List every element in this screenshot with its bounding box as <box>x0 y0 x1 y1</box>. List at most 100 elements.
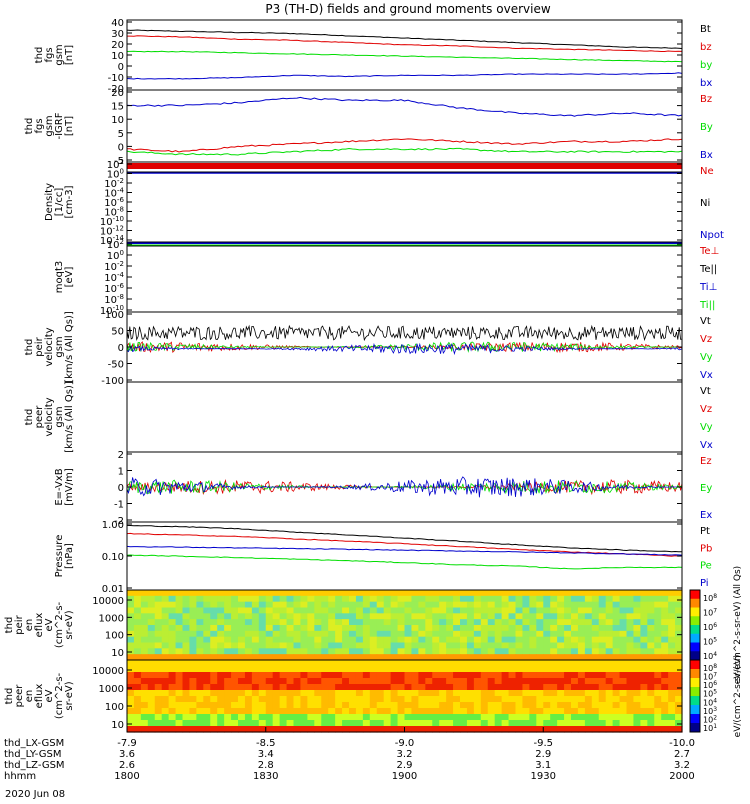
heatmap-cell <box>432 684 440 691</box>
heatmap-cell <box>425 630 433 638</box>
heatmap-cell <box>411 619 419 626</box>
heatmap-cell <box>633 726 641 733</box>
heatmap-cell <box>543 720 551 727</box>
heatmap-cell <box>258 726 267 733</box>
heatmap-cell <box>494 702 503 709</box>
heatmap-cell <box>189 708 197 715</box>
heatmap-cell <box>550 726 558 733</box>
heatmap-cell <box>349 690 357 697</box>
y-tick-label: 5 <box>118 129 124 140</box>
heatmap-cell <box>376 702 385 709</box>
heatmap-cell <box>272 619 281 626</box>
heatmap-cell <box>342 595 350 603</box>
heatmap-cell <box>161 590 170 597</box>
heatmap-cell <box>550 613 558 620</box>
heatmap-cell <box>647 607 655 614</box>
heatmap-cell <box>543 636 551 644</box>
heatmap-cell <box>175 678 184 685</box>
heatmap-cell <box>147 607 156 614</box>
heatmap-cell <box>328 636 336 644</box>
y-tick-label: 10-6 <box>104 282 124 295</box>
heatmap-cell <box>619 625 628 632</box>
x-tick-label: 1830 <box>253 771 278 782</box>
heatmap-cell <box>480 613 489 620</box>
heatmap-cell <box>210 619 218 626</box>
heatmap-cell <box>446 595 454 603</box>
heatmap-cell <box>127 619 135 626</box>
heatmap-cell <box>598 607 607 614</box>
heatmap-cell <box>251 601 260 609</box>
heatmap-cell <box>466 696 475 703</box>
heatmap-cell <box>355 625 364 632</box>
heatmap-cell <box>224 666 232 673</box>
heatmap-cell <box>550 714 558 721</box>
heatmap-cell <box>203 666 211 673</box>
heatmap-cell <box>432 666 440 673</box>
legend-by: by <box>700 60 712 71</box>
heatmap-cell <box>571 648 579 655</box>
heatmap-cell <box>168 720 177 727</box>
y-axis-label: moqt3 <box>54 261 65 294</box>
heatmap-cell <box>501 714 510 721</box>
heatmap-cell <box>522 714 530 721</box>
heatmap-cell <box>300 630 308 638</box>
heatmap-cell <box>675 642 683 649</box>
heatmap-cell <box>342 690 350 697</box>
heatmap-cell <box>244 636 253 644</box>
heatmap-cell <box>460 726 468 733</box>
heatmap-cell <box>494 654 503 661</box>
heatmap-cell <box>154 648 163 655</box>
heatmap-cell <box>425 642 433 649</box>
heatmap-cell <box>224 601 232 609</box>
heatmap-cell <box>210 702 218 709</box>
heatmap-cell <box>307 726 315 733</box>
heatmap-cell <box>154 601 163 609</box>
heatmap-cell <box>466 666 475 673</box>
heatmap-cell <box>515 696 524 703</box>
heatmap-cell <box>133 630 142 638</box>
heatmap-cell <box>640 726 648 733</box>
heatmap-cell <box>168 654 177 661</box>
heatmap-cell <box>189 613 197 620</box>
heatmap-cell <box>612 660 621 667</box>
heatmap-cell <box>362 660 371 667</box>
heatmap-cell <box>473 666 482 673</box>
heatmap-cell <box>127 684 135 691</box>
heatmap-cell <box>376 648 385 655</box>
heatmap-cell <box>168 625 177 632</box>
heatmap-cell <box>508 714 517 721</box>
heatmap-cell <box>293 619 302 626</box>
heatmap-cell <box>342 590 350 597</box>
heatmap-cell <box>466 726 475 733</box>
heatmap-cell <box>466 636 475 644</box>
heatmap-cell <box>189 601 197 609</box>
heatmap-cell <box>369 660 378 667</box>
heatmap-cell <box>605 613 614 620</box>
legend-Bx: Bx <box>700 150 713 161</box>
heatmap-cell <box>557 702 565 709</box>
colorbar-tick-label: 106 <box>703 680 717 690</box>
heatmap-cell <box>369 619 378 626</box>
heatmap-cell <box>161 666 170 673</box>
heatmap-cell <box>189 654 197 661</box>
heatmap-cell <box>480 607 489 614</box>
heatmap-cell <box>217 678 225 685</box>
y-axis-label: gsm <box>54 406 65 427</box>
heatmap-cell <box>640 636 648 644</box>
heatmap-cell <box>140 672 149 679</box>
heatmap-cell <box>647 642 655 649</box>
heatmap-cell <box>640 720 648 727</box>
heatmap-cell <box>203 696 211 703</box>
heatmap-cell <box>598 690 607 697</box>
heatmap-cell <box>605 607 614 614</box>
heatmap-cell <box>494 625 503 632</box>
heatmap-cell <box>258 714 267 721</box>
heatmap-cell <box>508 613 517 620</box>
heatmap-cell <box>251 625 260 632</box>
colorbar-tick-label: 108 <box>703 663 717 673</box>
heatmap-cell <box>633 666 641 673</box>
heatmap-cell <box>286 607 295 614</box>
heatmap-cell <box>300 595 308 603</box>
heatmap-cell <box>238 590 246 597</box>
heatmap-cell <box>584 595 593 603</box>
